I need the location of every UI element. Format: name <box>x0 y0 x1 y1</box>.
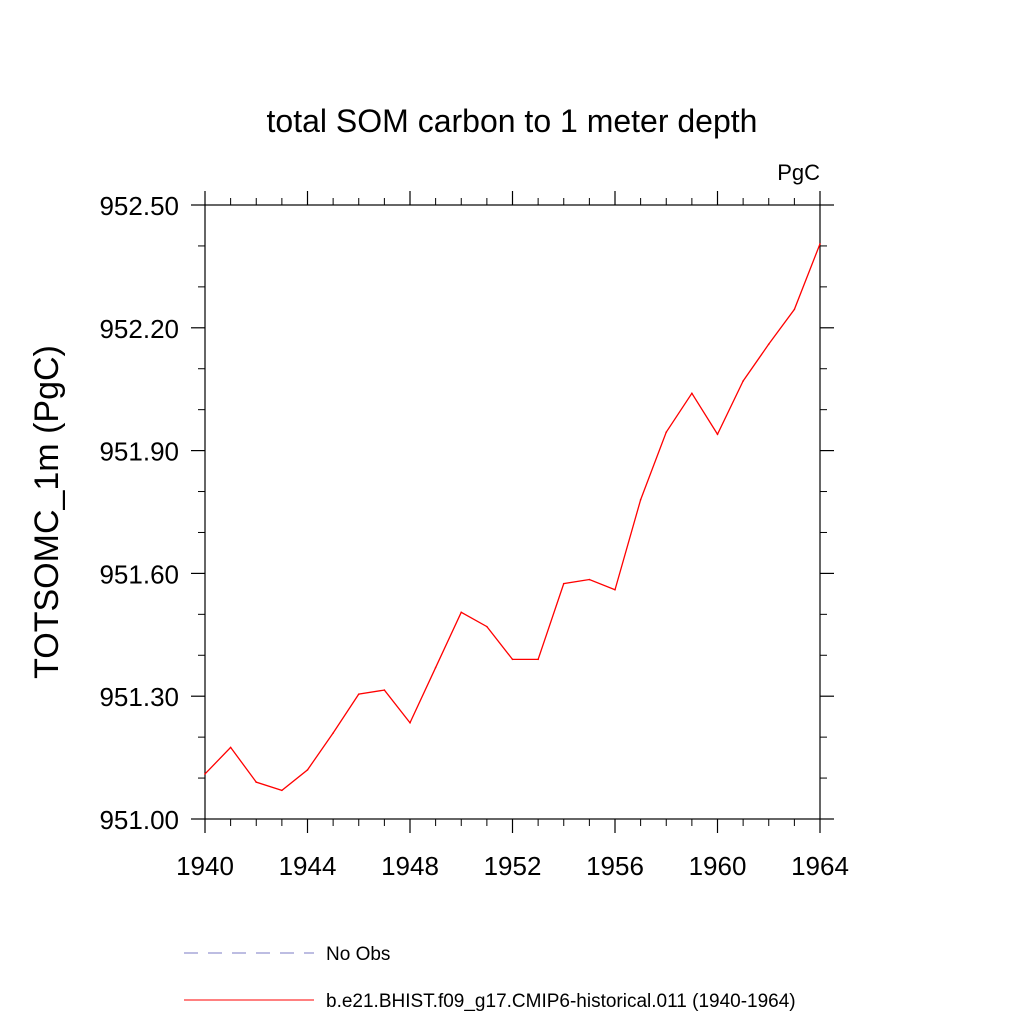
data-point <box>691 392 693 395</box>
data-point <box>357 693 360 695</box>
data-series <box>204 243 821 792</box>
series-line <box>204 243 821 792</box>
axis-ticks <box>191 191 834 833</box>
data-point <box>306 769 309 771</box>
data-point <box>588 578 591 581</box>
data-point <box>537 658 539 661</box>
data-point <box>281 789 283 792</box>
x-tick-label: 1948 <box>381 851 439 881</box>
x-tick-label: 1956 <box>586 851 644 881</box>
data-point <box>639 498 642 501</box>
chart-title: total SOM carbon to 1 meter depth <box>267 103 758 139</box>
data-point <box>511 658 514 661</box>
axis-tick-labels: 1940 1944 1948 1952 1956 1960 1964 951.00 951.30… <box>99 191 848 881</box>
data-point <box>614 588 616 591</box>
x-tick-label: 1960 <box>689 851 747 881</box>
data-point <box>383 689 386 691</box>
legend: No Obs b.e21.BHIST.f09_g17.CMIP6-historic… <box>184 944 796 1012</box>
legend-label: No Obs <box>326 944 390 965</box>
y-tick-label: 951.90 <box>99 437 179 467</box>
data-point <box>255 781 258 783</box>
data-point <box>486 625 488 628</box>
x-tick-label: 1952 <box>484 851 542 881</box>
data-point <box>332 732 334 734</box>
units-label: PgC <box>777 160 820 185</box>
data-point <box>460 611 463 614</box>
legend-label: b.e21.BHIST.f09_g17.CMIP6-historical.011… <box>326 991 796 1012</box>
y-tick-label: 952.20 <box>99 314 179 344</box>
y-tick-label: 951.60 <box>99 559 179 589</box>
data-point <box>742 380 744 382</box>
plot-frame <box>204 204 821 820</box>
data-point <box>434 666 437 669</box>
data-point <box>409 722 411 724</box>
data-point <box>204 773 206 775</box>
x-tick-label: 1944 <box>279 851 337 881</box>
data-point <box>562 582 565 585</box>
x-tick-label: 1964 <box>791 851 849 881</box>
x-tick-label: 1940 <box>176 851 234 881</box>
data-point <box>665 431 668 433</box>
y-tick-label: 952.50 <box>99 191 179 221</box>
y-tick-label: 951.30 <box>99 682 179 712</box>
y-tick-label: 951.00 <box>99 805 179 835</box>
data-point <box>793 308 796 311</box>
y-axis-title: TOTSOMC_1m (PgC) <box>28 345 66 679</box>
data-point <box>767 343 770 345</box>
data-point <box>819 243 821 245</box>
data-point <box>229 746 232 749</box>
data-point <box>716 433 719 436</box>
